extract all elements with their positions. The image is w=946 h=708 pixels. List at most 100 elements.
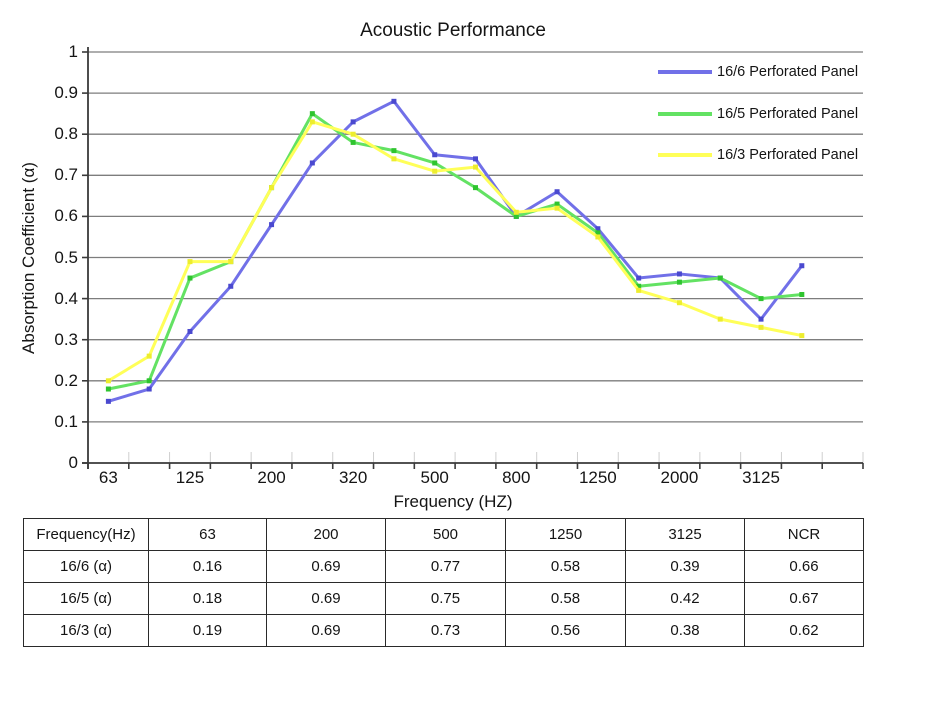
data-point-marker (391, 156, 397, 162)
table-cell: 0.73 (385, 614, 506, 647)
y-tick-label: 0.6 (54, 206, 78, 226)
x-tick-label: 320 (338, 468, 368, 487)
data-point-marker (676, 271, 682, 277)
data-point-marker (717, 316, 723, 322)
data-point-marker (391, 148, 397, 154)
x-tick-label: 500 (420, 468, 449, 487)
table-cell: 0.38 (625, 614, 745, 647)
data-point-marker (758, 324, 764, 330)
data-point-marker (309, 119, 315, 125)
legend-line-swatch (658, 111, 712, 116)
table-cell: 16/5 (α) (23, 582, 149, 615)
data-point-marker (105, 378, 111, 384)
y-tick-label: 0.4 (54, 288, 78, 308)
y-tick-label: 0.1 (54, 411, 78, 431)
series-line (106, 120, 804, 383)
plot-area (82, 47, 864, 469)
data-point-marker (146, 378, 152, 384)
table-cell: 0.69 (266, 614, 386, 647)
table-header-cell: 63 (148, 518, 267, 551)
data-point-marker (636, 283, 642, 289)
table-header-row: Frequency(Hz) 63 200 500 1250 3125 NCR (23, 518, 864, 551)
y-tick-label: 0 (68, 453, 78, 472)
chart-title: Acoustic Performance (360, 20, 546, 41)
table-header-cell: 1250 (505, 518, 626, 551)
x-tick-label: 800 (502, 468, 531, 487)
table-header-cell: 500 (385, 518, 506, 551)
data-point-marker (676, 300, 682, 306)
absorption-coefficient-table: Frequency(Hz) 63 200 500 1250 3125 NCR 16/6 (α)… (23, 518, 864, 647)
data-point-marker (473, 185, 478, 191)
data-point-marker (554, 205, 560, 211)
data-point-marker (799, 291, 805, 297)
x-tick-label: 1250 (578, 468, 617, 487)
x-tick-label: 3125 (742, 468, 780, 487)
data-point-marker (269, 222, 275, 228)
legend-label: 16/6 Perforated Panel (717, 64, 859, 80)
x-tick-label: 2000 (660, 468, 699, 487)
data-point-marker (350, 119, 356, 125)
y-tick-label: 0.7 (54, 165, 78, 185)
data-point-marker (187, 328, 193, 334)
data-point-marker (676, 279, 682, 285)
table-row: 16/3 (α) 0.19 0.69 0.73 0.56 0.38 0.62 (23, 614, 864, 647)
table-cell: 0.67 (744, 582, 864, 615)
data-point-marker (595, 234, 601, 240)
series-line (106, 112, 804, 391)
table-cell: 0.39 (625, 550, 745, 583)
data-point-marker (146, 386, 152, 392)
data-point-marker (799, 263, 805, 269)
data-point-marker (758, 316, 764, 322)
legend-label: 16/5 Perforated Panel (717, 105, 859, 122)
data-point-marker (717, 275, 723, 281)
y-tick-label: 1 (68, 42, 78, 61)
data-point-marker (391, 98, 397, 104)
table-cell: 0.58 (505, 582, 626, 615)
x-tick-label: 125 (175, 468, 205, 487)
y-tick-label: 0.8 (54, 124, 78, 144)
data-point-marker (228, 259, 234, 265)
data-point-marker (554, 201, 560, 207)
data-point-marker (432, 168, 438, 174)
data-point-marker (350, 131, 356, 137)
x-tick-label: 63 (98, 468, 118, 487)
table-cell: 0.58 (505, 550, 626, 583)
data-point-marker (350, 139, 356, 145)
table-cell: 0.69 (266, 582, 386, 615)
data-point-marker (473, 156, 478, 162)
table-header-cell: 200 (266, 518, 386, 551)
table-cell: 0.69 (266, 550, 386, 583)
series-line (106, 99, 804, 403)
table-header-cell: Frequency(Hz) (23, 518, 149, 551)
table-row: 16/5 (α) 0.18 0.69 0.75 0.58 0.42 0.67 (23, 582, 864, 615)
y-tick-label: 0.3 (54, 329, 78, 349)
y-tick-label: 0.9 (54, 83, 78, 103)
data-point-marker (187, 275, 193, 281)
y-tick-label: 0.5 (54, 247, 78, 267)
data-point-marker (105, 398, 111, 404)
data-point-marker (146, 353, 152, 359)
data-point-marker (309, 111, 315, 117)
table-header-cell: NCR (744, 518, 864, 551)
table-cell: 0.56 (505, 614, 626, 647)
table-cell: 16/3 (α) (23, 614, 149, 647)
data-point-marker (636, 275, 642, 281)
data-point-marker (432, 152, 438, 158)
data-point-marker (309, 160, 315, 166)
table-cell: 0.18 (148, 582, 267, 615)
data-point-marker (187, 259, 193, 265)
table-cell: 0.77 (385, 550, 506, 583)
data-point-marker (636, 287, 642, 293)
data-point-marker (228, 283, 234, 289)
y-tick-label: 0.2 (54, 370, 78, 390)
data-point-marker (269, 185, 275, 191)
data-point-marker (554, 189, 560, 195)
table-cell: 16/6 (α) (23, 550, 149, 583)
x-tick-label: 200 (257, 468, 286, 487)
table-cell: 0.19 (148, 614, 267, 647)
table-cell: 0.75 (385, 582, 506, 615)
data-point-marker (432, 160, 438, 166)
data-point-marker (595, 230, 601, 236)
data-point-marker (513, 209, 519, 215)
